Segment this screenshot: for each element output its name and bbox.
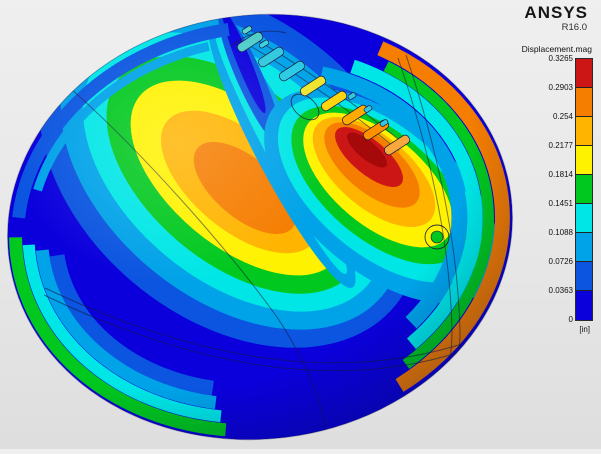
- legend-tick-label: 0.2177: [548, 141, 573, 150]
- legend-tick-label: 0.1451: [548, 199, 573, 208]
- legend-unit: [in]: [579, 325, 590, 334]
- legend-color-band: [576, 59, 592, 88]
- legend-color-bar: [575, 58, 593, 321]
- legend-title: Displacement.mag: [521, 44, 592, 54]
- legend-color-band: [576, 175, 592, 204]
- silhouette-outline: [7, 13, 513, 441]
- legend-tick-label: 0.2903: [548, 83, 573, 92]
- legend-body: 0.3265 0.2903 0.254 0.2177 0.1814 0.1451 0.108…: [522, 55, 593, 324]
- legend-tick-labels: 0.3265 0.2903 0.254 0.2177 0.1814 0.1451 0.108…: [530, 55, 576, 324]
- legend-tick-label: 0.0363: [548, 286, 573, 295]
- contour-legend: Displacement.mag 0.3265 0.2903 0.254 0.2177…: [521, 44, 593, 334]
- legend-color-band: [576, 146, 592, 175]
- football-body: [7, 0, 513, 440]
- legend-tick-label: 0.0726: [548, 257, 573, 266]
- brand-block: ANSYS R16.0: [524, 4, 588, 33]
- shading-overlay: [7, 14, 513, 440]
- legend-color-band: [576, 291, 592, 320]
- legend-color-band: [576, 88, 592, 117]
- legend-color-band: [576, 233, 592, 262]
- legend-tick-label: 0: [568, 315, 573, 324]
- ansys-release: R16.0: [561, 22, 587, 33]
- legend-color-band: [576, 262, 592, 291]
- ansys-logo: ANSYS: [524, 3, 588, 22]
- legend-tick-label: 0.1814: [548, 170, 573, 179]
- legend-color-band: [576, 204, 592, 233]
- legend-color-band: [576, 117, 592, 146]
- legend-tick-label: 0.1088: [548, 228, 573, 237]
- legend-tick-label: 0.254: [552, 112, 573, 121]
- legend-tick-label: 0.3265: [548, 54, 573, 63]
